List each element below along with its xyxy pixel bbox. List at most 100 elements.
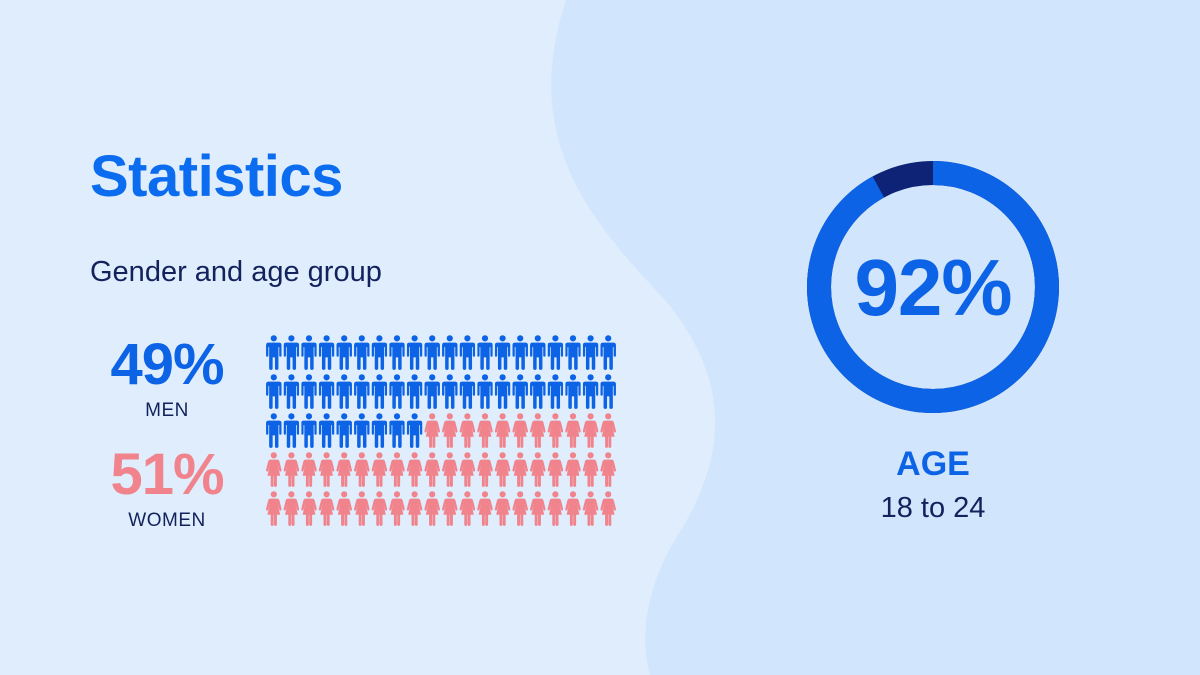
- man-icon: [406, 413, 423, 448]
- woman-icon: [565, 413, 581, 448]
- woman-icon: [301, 491, 317, 526]
- woman-icon: [512, 413, 528, 448]
- woman-icon: [565, 452, 581, 487]
- donut-center-label: 92%: [854, 243, 1012, 332]
- woman-icon: [547, 452, 564, 487]
- woman-icon: [530, 413, 546, 448]
- gender-pictograph: [266, 335, 616, 526]
- age-range: 18 to 24: [880, 492, 986, 524]
- woman-icon: [477, 491, 493, 526]
- man-icon: [283, 335, 300, 370]
- woman-icon: [582, 452, 599, 487]
- donut-value-segment: [807, 161, 1059, 413]
- men-percentage: 49%: [110, 332, 224, 397]
- woman-icon: [301, 452, 317, 487]
- background-wave-shape: [551, 0, 1200, 675]
- woman-icon: [336, 491, 352, 526]
- woman-icon: [459, 452, 476, 487]
- man-icon: [389, 335, 405, 370]
- man-icon: [406, 335, 423, 370]
- man-icon: [336, 374, 352, 409]
- age-donut-chart: [807, 161, 1059, 413]
- man-icon: [512, 374, 528, 409]
- man-icon: [301, 374, 317, 409]
- woman-icon: [389, 452, 405, 487]
- man-icon: [547, 335, 564, 370]
- woman-icon: [389, 491, 405, 526]
- man-icon: [442, 374, 458, 409]
- woman-icon: [600, 491, 616, 526]
- woman-icon: [424, 491, 440, 526]
- woman-icon: [582, 491, 599, 526]
- woman-icon: [266, 491, 282, 526]
- woman-icon: [442, 452, 458, 487]
- man-icon: [283, 374, 300, 409]
- man-icon: [582, 335, 599, 370]
- woman-icon: [318, 491, 335, 526]
- man-icon: [354, 413, 370, 448]
- woman-icon: [512, 452, 528, 487]
- man-icon: [406, 374, 423, 409]
- man-icon: [336, 335, 352, 370]
- man-icon: [301, 335, 317, 370]
- man-icon: [389, 374, 405, 409]
- man-icon: [371, 335, 388, 370]
- man-icon: [424, 374, 440, 409]
- man-icon: [494, 374, 511, 409]
- women-stat: 51% WOMEN: [92, 444, 242, 534]
- woman-icon: [283, 452, 300, 487]
- woman-icon: [477, 452, 493, 487]
- man-icon: [389, 413, 405, 448]
- woman-icon: [266, 452, 282, 487]
- woman-icon: [477, 413, 493, 448]
- men-label: MEN: [145, 400, 189, 421]
- man-icon: [442, 335, 458, 370]
- man-icon: [371, 374, 388, 409]
- man-icon: [459, 374, 476, 409]
- men-stat: 49% MEN: [92, 334, 242, 424]
- woman-icon: [494, 491, 511, 526]
- woman-icon: [354, 491, 370, 526]
- woman-icon: [494, 413, 511, 448]
- man-icon: [477, 335, 493, 370]
- woman-icon: [512, 491, 528, 526]
- man-icon: [600, 374, 616, 409]
- woman-icon: [354, 452, 370, 487]
- man-icon: [494, 335, 511, 370]
- man-icon: [266, 374, 282, 409]
- man-icon: [477, 374, 493, 409]
- man-icon: [424, 335, 440, 370]
- man-icon: [301, 413, 317, 448]
- woman-icon: [582, 413, 599, 448]
- man-icon: [266, 413, 282, 448]
- man-icon: [547, 374, 564, 409]
- woman-icon: [459, 413, 476, 448]
- man-icon: [512, 335, 528, 370]
- woman-icon: [565, 491, 581, 526]
- age-title: AGE: [896, 445, 970, 483]
- woman-icon: [494, 452, 511, 487]
- man-icon: [318, 374, 335, 409]
- man-icon: [336, 413, 352, 448]
- woman-icon: [318, 452, 335, 487]
- man-icon: [565, 374, 581, 409]
- page-subtitle: Gender and age group: [90, 256, 382, 288]
- woman-icon: [600, 413, 616, 448]
- woman-icon: [371, 452, 388, 487]
- women-percentage: 51%: [110, 442, 224, 507]
- man-icon: [530, 374, 546, 409]
- man-icon: [354, 335, 370, 370]
- man-icon: [354, 374, 370, 409]
- woman-icon: [406, 491, 423, 526]
- woman-icon: [336, 452, 352, 487]
- woman-icon: [547, 413, 564, 448]
- woman-icon: [530, 491, 546, 526]
- woman-icon: [424, 413, 440, 448]
- man-icon: [318, 413, 335, 448]
- man-icon: [283, 413, 300, 448]
- man-icon: [565, 335, 581, 370]
- man-icon: [530, 335, 546, 370]
- woman-icon: [442, 491, 458, 526]
- woman-icon: [406, 452, 423, 487]
